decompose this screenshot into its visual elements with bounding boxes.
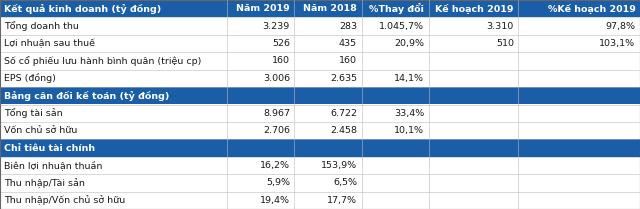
Text: 435: 435 — [339, 39, 357, 48]
Text: Kết quả kinh doanh (tỷ đồng): Kết quả kinh doanh (tỷ đồng) — [4, 4, 162, 14]
Text: 16,2%: 16,2% — [260, 161, 290, 170]
Text: Vốn chủ sở hữu: Vốn chủ sở hữu — [4, 126, 78, 135]
Text: 14,1%: 14,1% — [394, 74, 424, 83]
Text: 10,1%: 10,1% — [394, 126, 424, 135]
Bar — [0, 52, 640, 70]
Text: 2.458: 2.458 — [330, 126, 357, 135]
Text: Biên lợi nhuận thuần: Biên lợi nhuận thuần — [4, 161, 103, 170]
Bar — [0, 104, 640, 122]
Text: Bảng cân đối kế toán (tỷ đồng): Bảng cân đối kế toán (tỷ đồng) — [4, 91, 170, 101]
Text: Tổng tài sản: Tổng tài sản — [4, 108, 63, 118]
Text: 8.967: 8.967 — [263, 109, 290, 118]
Text: %Kế hoạch 2019: %Kế hoạch 2019 — [548, 4, 636, 14]
Text: Lợi nhuận sau thuế: Lợi nhuận sau thuế — [4, 39, 95, 48]
Bar — [0, 0, 640, 17]
Text: 33,4%: 33,4% — [394, 109, 424, 118]
Text: 510: 510 — [496, 39, 514, 48]
Bar — [0, 87, 640, 104]
Text: 3.006: 3.006 — [263, 74, 290, 83]
Bar — [0, 157, 640, 174]
Text: Kế hoạch 2019: Kế hoạch 2019 — [435, 4, 514, 14]
Bar — [0, 139, 640, 157]
Text: Chỉ tiêu tài chính: Chỉ tiêu tài chính — [4, 144, 95, 153]
Text: 153,9%: 153,9% — [321, 161, 357, 170]
Text: Thu nhập/Vốn chủ sở hữu: Thu nhập/Vốn chủ sở hữu — [4, 195, 125, 205]
Text: 283: 283 — [339, 22, 357, 31]
Text: 6,5%: 6,5% — [333, 178, 357, 187]
Text: 1.045,7%: 1.045,7% — [380, 22, 424, 31]
Text: 3.239: 3.239 — [262, 22, 290, 31]
Text: Năm 2019: Năm 2019 — [236, 4, 290, 13]
Text: EPS (đồng): EPS (đồng) — [4, 73, 56, 83]
Text: Tổng doanh thu: Tổng doanh thu — [4, 21, 79, 31]
Text: Năm 2018: Năm 2018 — [303, 4, 357, 13]
Text: 17,7%: 17,7% — [327, 196, 357, 205]
Text: Số cổ phiếu lưu hành bình quân (triệu cp): Số cổ phiếu lưu hành bình quân (triệu cp… — [4, 56, 202, 66]
Text: 2.635: 2.635 — [330, 74, 357, 83]
Bar — [0, 70, 640, 87]
Bar — [0, 35, 640, 52]
Text: 6.722: 6.722 — [330, 109, 357, 118]
Text: 160: 160 — [339, 56, 357, 65]
Text: 160: 160 — [272, 56, 290, 65]
Text: 3.310: 3.310 — [486, 22, 514, 31]
Bar — [0, 122, 640, 139]
Text: 2.706: 2.706 — [263, 126, 290, 135]
Text: 19,4%: 19,4% — [260, 196, 290, 205]
Text: 526: 526 — [272, 39, 290, 48]
Bar — [0, 17, 640, 35]
Text: 20,9%: 20,9% — [394, 39, 424, 48]
Bar — [0, 192, 640, 209]
Text: 103,1%: 103,1% — [600, 39, 636, 48]
Text: Thu nhập/Tài sản: Thu nhập/Tài sản — [4, 178, 85, 188]
Text: 97,8%: 97,8% — [605, 22, 636, 31]
Text: 5,9%: 5,9% — [266, 178, 290, 187]
Text: %Thay đổi: %Thay đổi — [369, 3, 424, 14]
Bar — [0, 174, 640, 192]
